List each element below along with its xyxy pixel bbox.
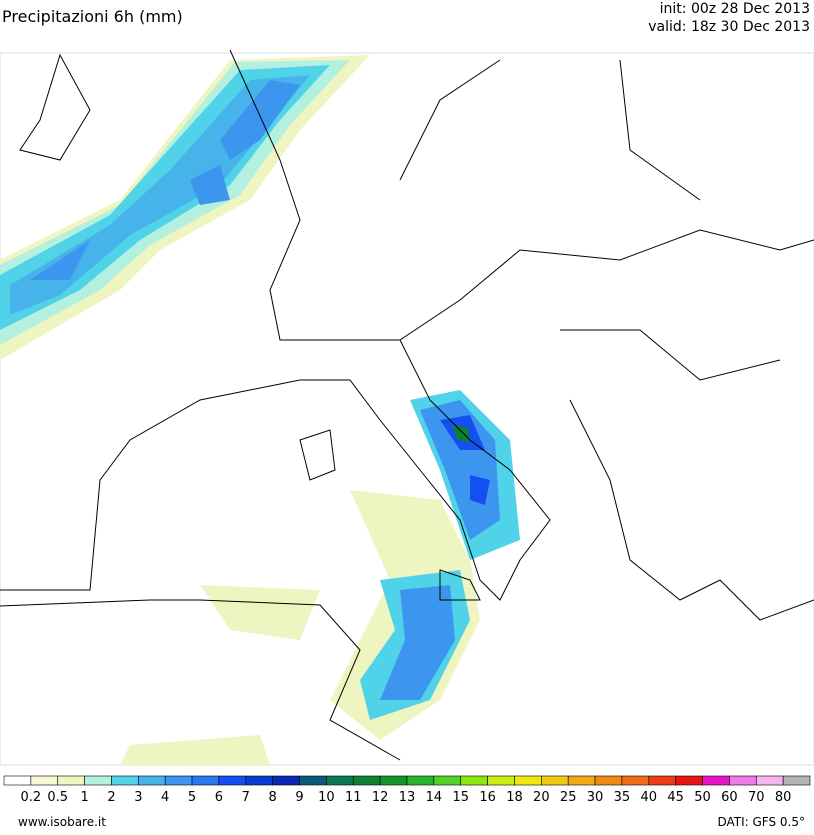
color-box — [729, 775, 757, 786]
color-box — [84, 775, 112, 786]
color-label: 25 — [560, 790, 577, 805]
color-label: 13 — [399, 790, 416, 805]
color-box — [567, 775, 596, 786]
color-label: 8 — [269, 790, 277, 805]
color-label: 14 — [426, 790, 443, 805]
color-box — [755, 775, 784, 786]
color-box — [3, 775, 32, 786]
color-label: 9 — [295, 790, 303, 805]
color-label: 6 — [215, 790, 223, 805]
color-label: 0.5 — [47, 790, 68, 805]
color-box — [621, 775, 650, 786]
map — [0, 49, 814, 766]
color-box — [111, 775, 139, 786]
color-label: 10 — [318, 790, 335, 805]
color-box — [245, 775, 273, 786]
color-box — [352, 775, 381, 786]
color-label: 50 — [694, 790, 711, 805]
color-label: 16 — [479, 790, 496, 805]
color-box — [326, 775, 354, 786]
color-box — [406, 775, 435, 786]
color-box — [433, 775, 462, 786]
color-label: 2 — [107, 790, 115, 805]
color-label: 11 — [345, 790, 362, 805]
color-box — [541, 775, 569, 786]
valid-time: valid: 18z 30 Dec 2013 — [648, 19, 810, 35]
site: www.isobare.it — [18, 815, 106, 829]
color-box — [782, 775, 811, 786]
color-box — [675, 775, 703, 786]
color-label: 80 — [775, 790, 792, 805]
color-box — [702, 775, 730, 786]
color-label: 5 — [188, 790, 196, 805]
init-time: init: 00z 28 Dec 2013 — [660, 1, 810, 17]
color-box — [594, 775, 623, 786]
color-box — [460, 775, 488, 786]
color-label: 0.2 — [21, 790, 42, 805]
color-label: 18 — [506, 790, 523, 805]
color-box — [487, 775, 515, 786]
color-box — [514, 775, 542, 786]
source: DATI: GFS 0.5° — [717, 815, 805, 829]
color-label: 70 — [748, 790, 765, 805]
color-box — [218, 775, 247, 786]
color-box — [164, 775, 193, 786]
color-label: 45 — [667, 790, 684, 805]
title: Precipitazioni 6h (mm) — [2, 7, 183, 26]
colorbar: 0.2 0.5 1 2 3 4 5 6 7 8 9 10 11 12 13 14 15 16 18 20 25 30 35 4… — [3, 775, 811, 805]
color-box — [30, 775, 59, 786]
color-label: 4 — [161, 790, 169, 805]
color-label: 3 — [134, 790, 142, 805]
color-label: 60 — [721, 790, 738, 805]
color-label: 35 — [614, 790, 631, 805]
color-label: 20 — [533, 790, 550, 805]
color-label: 30 — [587, 790, 604, 805]
color-label: 12 — [372, 790, 389, 805]
color-box — [272, 775, 300, 786]
color-label: 40 — [641, 790, 658, 805]
color-box — [57, 775, 85, 786]
color-box — [191, 775, 220, 786]
color-box — [138, 775, 166, 786]
color-box — [299, 775, 327, 786]
color-box — [379, 775, 408, 786]
color-label: 15 — [452, 790, 469, 805]
color-box — [648, 775, 676, 786]
color-label: 1 — [80, 790, 88, 805]
color-label: 7 — [242, 790, 250, 805]
